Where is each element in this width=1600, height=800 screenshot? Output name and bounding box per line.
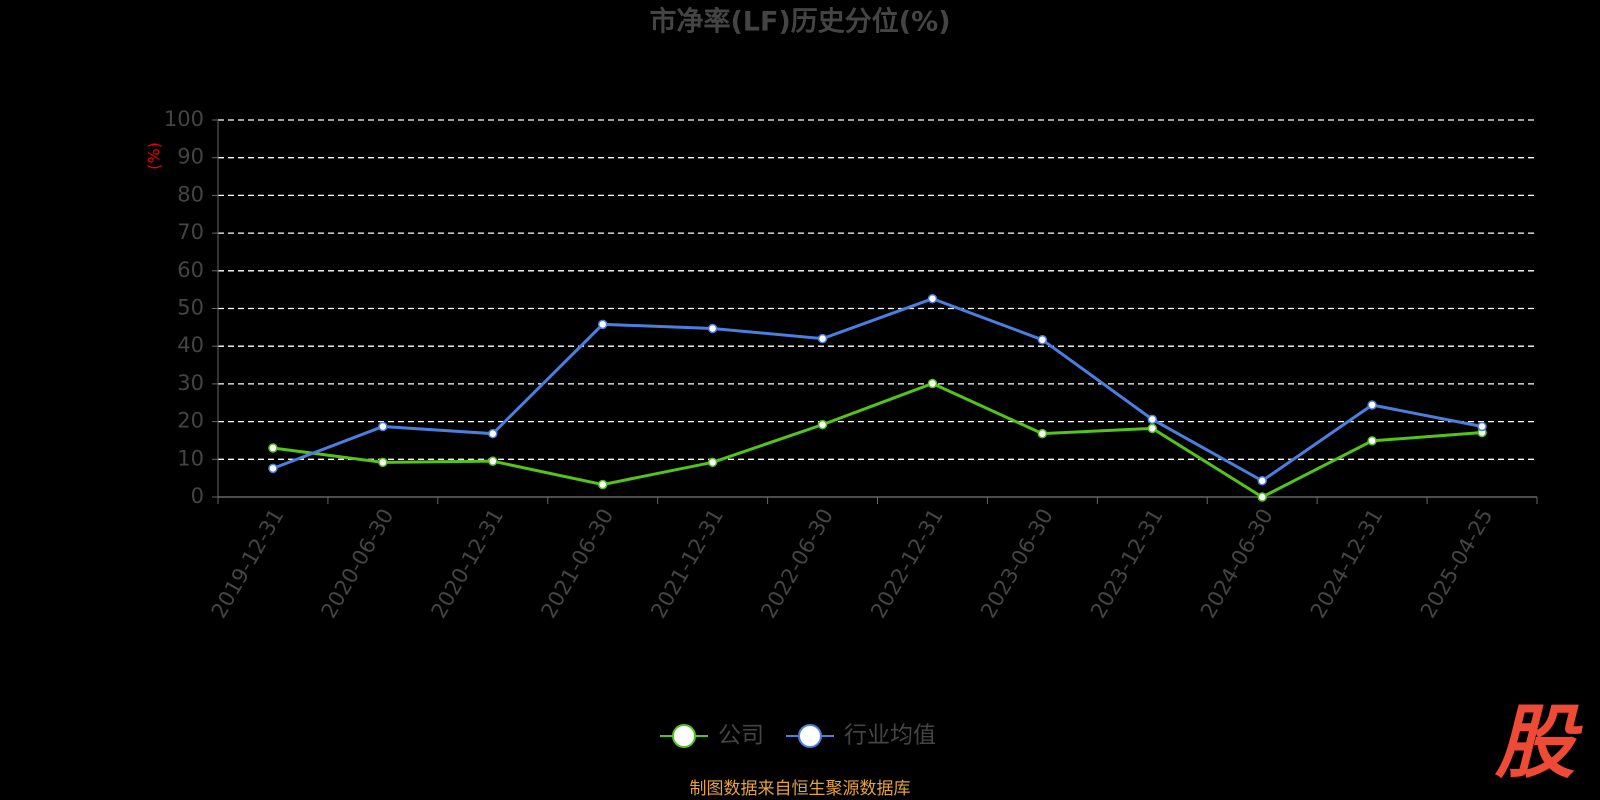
x-tick-label: 2024-06-30: [1196, 505, 1278, 623]
data-point: [488, 428, 498, 439]
x-tick-label: 2019-12-31: [207, 505, 289, 623]
series-line: [272, 381, 1483, 499]
x-tick-label: 2022-12-31: [866, 504, 948, 622]
source-note: 制图数据来自恒生聚源数据库: [690, 779, 911, 799]
y-tick-label: 80: [177, 182, 204, 206]
y-tick-label: 90: [177, 145, 204, 169]
chart-title: 市净率(LF)历史分位(%): [649, 6, 950, 38]
data-point: [597, 319, 608, 330]
legend-label: 行业均值: [844, 723, 936, 749]
x-tick-label: 2020-06-30: [317, 505, 399, 623]
y-axis-label: (%): [145, 142, 164, 170]
y-tick-label: 20: [177, 409, 204, 433]
data-point: [1147, 414, 1158, 425]
x-tick-label: 2025-04-25: [1416, 505, 1498, 623]
y-tick-label: 0: [191, 484, 204, 508]
data-point: [1037, 428, 1048, 439]
data-point: [378, 421, 388, 432]
y-tick-label: 30: [177, 371, 204, 395]
data-point: [488, 456, 498, 466]
data-point: [268, 443, 278, 453]
x-tick-label: 2023-06-30: [976, 505, 1058, 623]
legend-marker: [672, 724, 696, 748]
x-tick-label: 2020-12-31: [427, 504, 509, 622]
x-tick-label: 2024-12-31: [1306, 505, 1388, 623]
x-tick-label: 2021-12-31: [646, 505, 728, 623]
data-point: [268, 463, 278, 474]
data-point: [1257, 476, 1267, 486]
data-point: [927, 293, 938, 304]
data-point: [1477, 421, 1487, 432]
x-tick-label: 2021-06-30: [536, 505, 618, 623]
data-point: [1367, 436, 1377, 446]
data-point: [1367, 400, 1377, 410]
data-point: [597, 479, 608, 490]
y-tick-label: 40: [177, 333, 204, 357]
y-tick-label: 70: [177, 220, 204, 244]
y-tick-label: 60: [177, 258, 204, 282]
data-point: [707, 323, 718, 334]
y-tick-label: 100: [164, 107, 204, 131]
data-point: [1037, 335, 1048, 345]
series-line: [272, 297, 1483, 483]
data-point: [817, 333, 828, 344]
data-point: [817, 419, 828, 430]
data-point: [707, 457, 718, 468]
legend-marker: [798, 724, 822, 748]
y-tick-label: 10: [177, 446, 204, 470]
data-point: [378, 457, 388, 468]
logo: 股: [1494, 696, 1583, 789]
data-point: [927, 378, 938, 389]
y-tick-label: 50: [177, 296, 204, 320]
x-tick-label: 2023-12-31: [1086, 505, 1168, 623]
x-tick-label: 2022-06-30: [756, 505, 838, 623]
data-point: [1257, 492, 1267, 502]
legend-label: 公司: [718, 723, 764, 749]
data-point: [1147, 423, 1158, 434]
